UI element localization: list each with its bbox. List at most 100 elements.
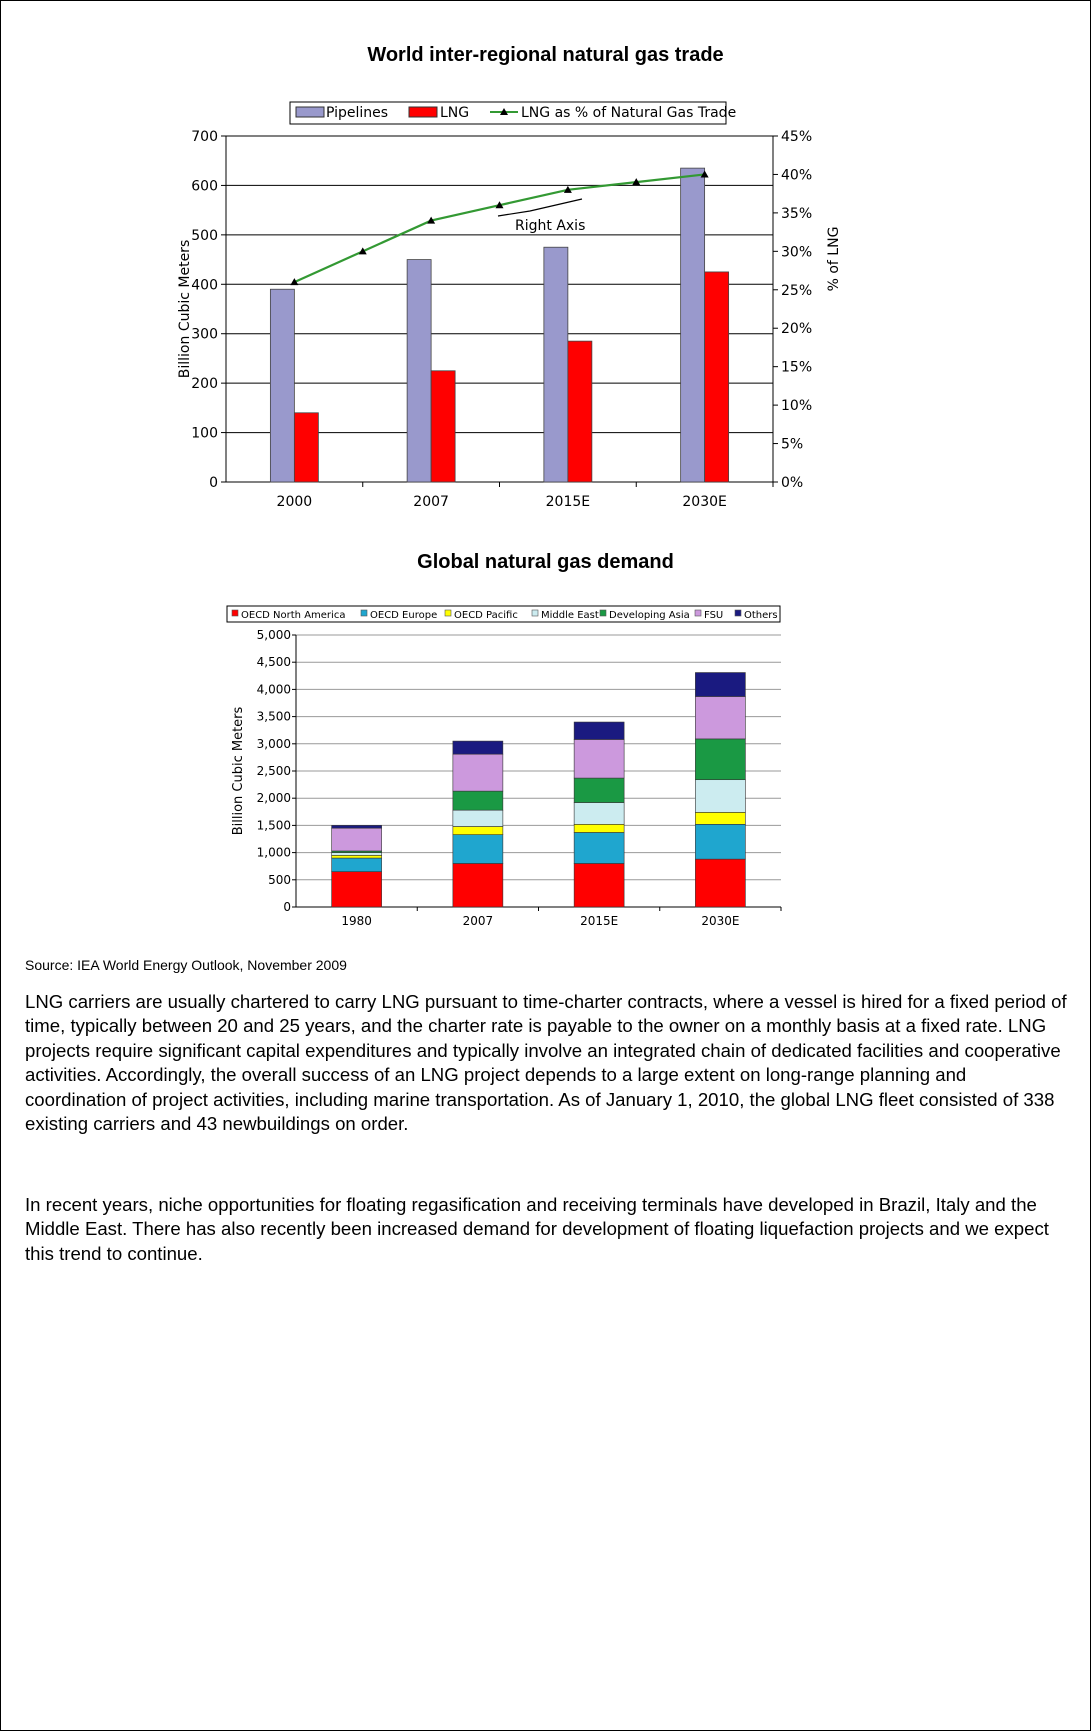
bar-segment-oecd-europe bbox=[331, 857, 382, 872]
bar-segment-oecd-north-america bbox=[695, 858, 746, 908]
chart1-right-axis-label: % of LNG bbox=[826, 227, 842, 292]
chart1-title: World inter-regional natural gas trade bbox=[367, 44, 724, 66]
right-tick-label: 15% bbox=[781, 360, 812, 376]
x-tick-label: 2007 bbox=[463, 914, 494, 928]
body-paragraph-1: LNG carriers are usually chartered to ca… bbox=[25, 991, 1067, 1135]
y-tick-label: 0 bbox=[283, 900, 291, 914]
legend-swatch-lng bbox=[408, 106, 438, 118]
bar-pipelines bbox=[269, 288, 295, 483]
right-tick-label: 25% bbox=[781, 283, 812, 299]
y-tick-label: 1,000 bbox=[257, 846, 291, 860]
y-tick-label: 1,500 bbox=[257, 818, 291, 832]
x-tick-label: 2000 bbox=[277, 494, 313, 510]
bar-segment-oecd-pacific bbox=[695, 812, 746, 825]
y-tick-label: 400 bbox=[191, 277, 218, 293]
line-marker-lng-pct bbox=[358, 247, 367, 255]
bar-segment-oecd-europe bbox=[452, 834, 504, 864]
bar-segment-others bbox=[452, 740, 504, 755]
legend-label-oecd-pacific: OECD Pacific bbox=[454, 610, 518, 621]
bar-lng bbox=[293, 412, 319, 483]
chart2: Billion Cubic Meters OECD North America O… bbox=[226, 605, 782, 928]
chart2-title: Global natural gas demand bbox=[417, 551, 674, 573]
source-note: Source: IEA World Energy Outlook, Novemb… bbox=[25, 957, 347, 973]
y-tick-label: 300 bbox=[191, 327, 218, 343]
legend-swatch-oecd-europe bbox=[360, 609, 368, 617]
bar-segment-oecd-north-america bbox=[452, 863, 504, 908]
y-tick-label: 5,000 bbox=[257, 628, 291, 642]
bar-segment-developing-asia bbox=[695, 738, 746, 781]
chart1-annotation: Right Axis bbox=[497, 198, 585, 234]
bar-segment-developing-asia bbox=[452, 790, 504, 811]
right-tick-label: 0% bbox=[781, 475, 803, 491]
bar-segment-middle-east bbox=[331, 852, 382, 856]
legend-label-lng-pct: LNG as % of Natural Gas Trade bbox=[521, 105, 736, 121]
chart1: Pipelines LNG LNG as % of Natural Gas Tr… bbox=[177, 101, 842, 510]
bar-pipelines bbox=[406, 259, 432, 483]
bar-segment-oecd-europe bbox=[573, 832, 625, 864]
bar-pipelines bbox=[543, 246, 569, 483]
bar-segment-developing-asia bbox=[573, 777, 625, 803]
chart1-y-axis-label: Billion Cubic Meters bbox=[177, 240, 193, 378]
legend-swatch-oecd-north-america bbox=[231, 609, 239, 617]
legend-swatch-others bbox=[734, 609, 742, 617]
y-tick-label: 700 bbox=[191, 129, 218, 145]
x-tick-label: 2015E bbox=[580, 914, 618, 928]
legend-label-oecd-europe: OECD Europe bbox=[370, 610, 437, 621]
bar-segment-oecd-pacific bbox=[573, 824, 625, 833]
bar-segment-middle-east bbox=[695, 779, 746, 813]
legend-label-fsu: FSU bbox=[704, 610, 723, 621]
chart2-y-axis-label: Billion Cubic Meters bbox=[231, 706, 246, 835]
legend-swatch-fsu bbox=[694, 609, 702, 617]
y-tick-label: 4,500 bbox=[257, 655, 291, 669]
bar-segment-oecd-pacific bbox=[331, 855, 382, 859]
bar-lng bbox=[704, 271, 730, 483]
bar-segment-middle-east bbox=[573, 802, 625, 825]
x-tick-label: 2007 bbox=[413, 494, 449, 510]
legend-swatch-developing-asia bbox=[599, 609, 607, 617]
chart1-legend: Pipelines LNG LNG as % of Natural Gas Tr… bbox=[289, 101, 736, 125]
legend-label-lng: LNG bbox=[440, 105, 469, 121]
line-marker-lng-pct bbox=[427, 216, 436, 224]
bar-segment-fsu bbox=[573, 739, 625, 779]
annotation-right-axis: Right Axis bbox=[515, 218, 585, 234]
bar-segment-others bbox=[695, 672, 746, 697]
line-marker-lng-pct bbox=[632, 178, 641, 186]
y-tick-label: 2,500 bbox=[257, 764, 291, 778]
y-tick-label: 3,500 bbox=[257, 710, 291, 724]
legend-label-others: Others bbox=[744, 610, 778, 621]
body-paragraph-2: In recent years, niche opportunities for… bbox=[25, 1194, 1049, 1264]
right-tick-label: 45% bbox=[781, 129, 812, 145]
y-tick-label: 2,000 bbox=[257, 791, 291, 805]
x-tick-label: 2030E bbox=[682, 494, 726, 510]
legend-marker-lng-pct bbox=[500, 108, 508, 115]
right-tick-label: 40% bbox=[781, 167, 812, 183]
bar-segment-fsu bbox=[331, 827, 382, 852]
y-tick-label: 600 bbox=[191, 178, 218, 194]
legend-label-developing-asia: Developing Asia bbox=[609, 610, 690, 621]
bar-lng bbox=[430, 370, 456, 483]
right-tick-label: 5% bbox=[781, 437, 803, 453]
x-tick-label: 2015E bbox=[546, 494, 590, 510]
legend-swatch-middle-east bbox=[531, 609, 539, 617]
line-marker-lng-pct bbox=[495, 201, 504, 209]
bar-segment-others bbox=[573, 721, 625, 740]
right-tick-label: 30% bbox=[781, 244, 812, 260]
bar-segment-middle-east bbox=[452, 809, 504, 827]
line-lng-pct bbox=[293, 173, 705, 284]
bar-segment-fsu bbox=[452, 753, 504, 792]
y-tick-label: 500 bbox=[191, 228, 218, 244]
legend-label-middle-east: Middle East bbox=[541, 610, 599, 621]
line-marker-lng-pct bbox=[563, 185, 572, 193]
bar-pipelines bbox=[680, 167, 706, 483]
right-tick-label: 10% bbox=[781, 398, 812, 414]
y-tick-label: 500 bbox=[268, 873, 291, 887]
bar-segment-others bbox=[331, 825, 382, 829]
bar-segment-oecd-north-america bbox=[573, 863, 625, 908]
x-tick-label: 2030E bbox=[701, 914, 739, 928]
y-tick-label: 100 bbox=[191, 426, 218, 442]
right-tick-label: 35% bbox=[781, 206, 812, 222]
line-marker-lng-pct bbox=[700, 170, 709, 178]
y-tick-label: 4,000 bbox=[257, 682, 291, 696]
bar-segment-fsu bbox=[695, 696, 746, 740]
legend-swatch-oecd-pacific bbox=[444, 609, 452, 617]
